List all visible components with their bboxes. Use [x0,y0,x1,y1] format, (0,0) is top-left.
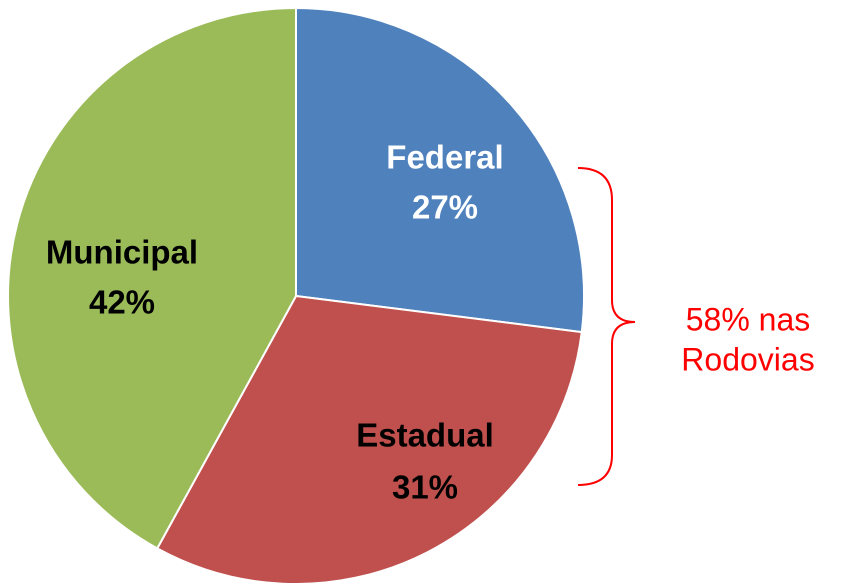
slice-value-label: 31% [392,469,458,506]
annotation-line: 58% nas [686,301,811,337]
slice-label: Municipal [46,234,198,271]
pie-slice [295,6,585,334]
pie-slice [155,294,583,583]
brace [577,167,636,486]
pie-slice [7,6,297,550]
slice-value-label: 42% [89,284,155,321]
slice-label: Estadual [356,417,494,454]
slice-label: Federal [386,139,503,176]
slice-value-label: 27% [412,189,478,226]
annotation-line: Rodovias [681,341,814,377]
